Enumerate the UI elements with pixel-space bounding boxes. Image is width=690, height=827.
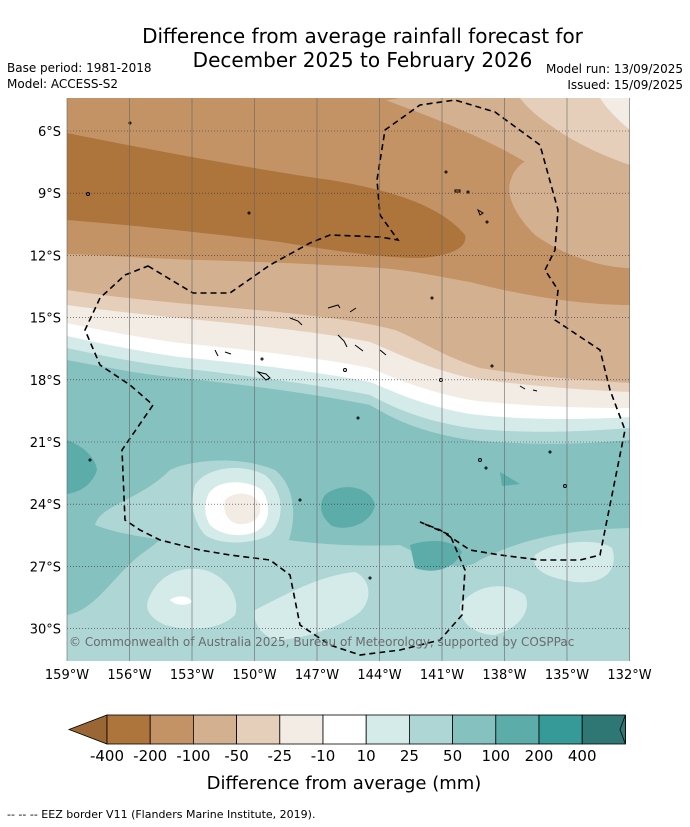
colorbar-tick: -10 xyxy=(311,747,336,765)
longitude-gridlines xyxy=(66,98,630,661)
lat-label: 12°S xyxy=(30,249,61,264)
lat-label: 24°S xyxy=(30,498,61,513)
base-period: Base period: 1981-2018 xyxy=(7,61,152,75)
colorbar-tick: 25 xyxy=(400,747,419,765)
lat-label: 9°S xyxy=(38,187,61,202)
colorbar-title: Difference from average (mm) xyxy=(207,773,482,794)
longitude-labels: 159°W 156°W 153°W 150°W 147°W 144°W 141°W 138°W… xyxy=(45,668,652,683)
lon-label: 144°W xyxy=(357,668,401,683)
lon-label: 153°W xyxy=(170,668,214,683)
model-name: Model: ACCESS-S2 xyxy=(7,77,119,91)
copyright-notice: © Commonwealth of Australia 2025, Bureau… xyxy=(69,635,574,649)
latitude-labels: 6°S 9°S 12°S 15°S 18°S 21°S 24°S 27°S 30°S xyxy=(30,125,61,638)
colorbar-swatch xyxy=(495,714,540,745)
colorbar-tick: 100 xyxy=(481,747,510,765)
lon-label: 138°W xyxy=(482,668,526,683)
colorbar-tick: 50 xyxy=(443,747,462,765)
issued-date: Issued: 15/09/2025 xyxy=(567,78,683,92)
lat-label: 6°S xyxy=(38,125,61,140)
lat-label: 18°S xyxy=(30,374,61,389)
colorbar-swatch xyxy=(192,714,237,745)
colorbar-swatch xyxy=(408,714,453,745)
colorbar-tick: -100 xyxy=(176,747,210,765)
title-line-1: Difference from average rainfall forecas… xyxy=(142,24,583,48)
rainfall-map: © Commonwealth of Australia 2025, Bureau… xyxy=(30,98,652,794)
colorbar-tick: -200 xyxy=(133,747,167,765)
band-neg200-core xyxy=(67,133,466,258)
lon-label: 141°W xyxy=(420,668,464,683)
colorbar-tick: 400 xyxy=(568,747,597,765)
colorbar-arrow-high xyxy=(619,714,626,745)
lon-label: 156°W xyxy=(107,668,151,683)
colorbar-swatch xyxy=(279,714,324,745)
lat-label: 15°S xyxy=(30,312,61,327)
band-100-200-west xyxy=(67,440,97,494)
band-100-200-small xyxy=(500,472,520,486)
colorbar-tick: -400 xyxy=(90,747,124,765)
lon-label: 159°W xyxy=(45,668,89,683)
eez-border xyxy=(84,99,626,656)
lat-label: 30°S xyxy=(30,623,61,638)
colorbar-swatch xyxy=(149,714,194,745)
colorbar-swatch xyxy=(581,714,626,745)
colorbar-tick: 200 xyxy=(525,747,554,765)
lon-label: 147°W xyxy=(295,668,339,683)
title-line-2: December 2025 to February 2026 xyxy=(192,48,533,72)
meta-left: Base period: 1981-2018 Model: ACCESS-S2 xyxy=(7,60,152,92)
colorbar-tick: -25 xyxy=(268,747,293,765)
lon-label: 135°W xyxy=(545,668,589,683)
latitude-gridlines xyxy=(67,130,630,629)
colorbar-tick: -50 xyxy=(224,747,249,765)
colorbar-tick: 10 xyxy=(357,747,376,765)
eez-legend: -- -- -- EEZ border V11 (Flanders Marine… xyxy=(7,808,316,821)
band-10-25-east xyxy=(534,541,614,583)
lat-label: 27°S xyxy=(30,560,61,575)
lon-label: 132°W xyxy=(607,668,651,683)
colorbar-swatch xyxy=(365,714,410,745)
band-negative-center xyxy=(224,493,261,525)
band-10-25-south-3 xyxy=(459,586,527,635)
colorbar-swatch xyxy=(452,714,497,745)
lon-label: 150°W xyxy=(232,668,276,683)
colorbar-swatch xyxy=(106,714,151,745)
band-10-25-south-2 xyxy=(254,572,369,640)
lat-label: 21°S xyxy=(30,436,61,451)
meta-right: Model run: 13/09/2025 Issued: 15/09/2025 xyxy=(546,61,683,93)
model-run: Model run: 13/09/2025 xyxy=(545,62,683,76)
band-white-south xyxy=(170,596,192,605)
band-neg25-ne xyxy=(520,98,630,165)
colorbar-swatch xyxy=(538,714,583,745)
colorbar-swatch xyxy=(236,714,281,745)
colorbar-arrow-low xyxy=(67,714,108,745)
colorbar-swatch xyxy=(322,714,367,745)
band-100-200-east xyxy=(410,540,462,571)
colorbar: -400 -200 -100 -50 -25 -10 10 25 50 100 200 400 xyxy=(67,714,626,765)
map-area xyxy=(67,98,630,661)
map-title: Difference from average rainfall forecas… xyxy=(0,24,690,72)
band-neg10-ne xyxy=(600,98,630,130)
band-100-200-center xyxy=(320,487,375,528)
